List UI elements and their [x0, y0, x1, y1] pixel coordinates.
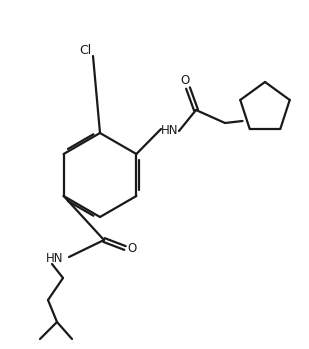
Text: O: O: [180, 74, 190, 87]
Text: Cl: Cl: [79, 44, 91, 57]
Text: HN: HN: [46, 252, 64, 265]
Text: HN: HN: [161, 124, 179, 136]
Text: O: O: [127, 242, 137, 254]
